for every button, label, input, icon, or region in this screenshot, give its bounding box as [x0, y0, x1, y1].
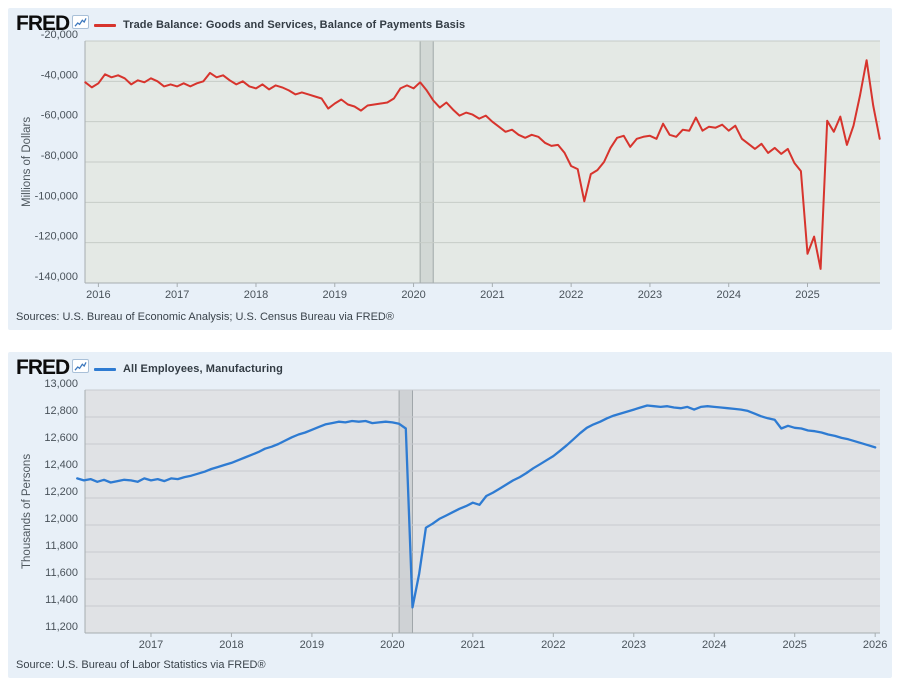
source-citation: Source: U.S. Bureau of Labor Statistics … [16, 659, 266, 671]
manufacturing-employment-plot[interactable]: 13,000 12,800 12,600 12,400 12,200 12,000 11,8… [8, 352, 892, 678]
x-tick-label: 2017 [165, 289, 189, 301]
y-axis-title: Thousands of Persons [21, 453, 33, 570]
manufacturing-employment-chart-card: 13,000 12,800 12,600 12,400 12,200 12,000 11,8… [8, 352, 892, 678]
x-tick-label: 2022 [559, 289, 583, 301]
legend-line-swatch [94, 367, 116, 371]
y-tick-label: 12,600 [44, 432, 78, 444]
x-tick-label: 2020 [380, 639, 404, 651]
legend-label: Trade Balance: Goods and Services, Balan… [123, 19, 466, 31]
fred-logo-text: FRED [16, 356, 70, 379]
y-tick-label: 11,600 [45, 567, 78, 579]
trade-balance-chart-card: -20,000 -40,000 -60,000 -80,000 -100,000 -120… [8, 8, 892, 330]
fred-sparkline-icon [72, 359, 90, 373]
fred-logo: FRED [16, 12, 90, 35]
x-tick-label: 2019 [300, 639, 324, 651]
x-tick-label: 2021 [461, 639, 485, 651]
x-tick-label: 2024 [702, 639, 726, 651]
y-tick-label: -20,000 [41, 29, 78, 41]
trade-balance-plot[interactable]: -20,000 -40,000 -60,000 -80,000 -100,000 -120… [8, 8, 892, 330]
y-tick-label: -80,000 [41, 150, 78, 162]
x-tick-label: 2018 [219, 639, 243, 651]
plot-background [85, 390, 880, 633]
x-tick-label: 2025 [795, 289, 819, 301]
legend-manufacturing-employment: All Employees, Manufacturing [94, 363, 283, 375]
fred-sparkline-icon [72, 15, 90, 29]
y-tick-label: 12,000 [44, 513, 78, 525]
x-tick-label: 2020 [401, 289, 425, 301]
x-tick-label: 2025 [782, 639, 806, 651]
y-tick-label: 11,800 [45, 540, 78, 552]
manufacturing-employment-series-line [76, 404, 877, 609]
fred-logo-text: FRED [16, 12, 70, 35]
y-tick-label: -60,000 [41, 110, 78, 122]
trade-balance-series-line [84, 59, 881, 270]
legend-label: All Employees, Manufacturing [123, 363, 283, 375]
x-tick-label: 2026 [863, 639, 887, 651]
y-tick-label: -120,000 [35, 231, 78, 243]
y-tick-label: -40,000 [41, 69, 78, 81]
source-citation: Sources: U.S. Bureau of Economic Analysi… [16, 311, 394, 323]
legend-line-swatch [94, 23, 116, 27]
x-tick-label: 2024 [716, 289, 740, 301]
y-tick-label: 11,200 [45, 621, 78, 633]
y-tick-label: 11,400 [45, 594, 78, 606]
x-tick-label: 2022 [541, 639, 565, 651]
x-tick-label: 2023 [622, 639, 646, 651]
legend-trade-balance: Trade Balance: Goods and Services, Balan… [94, 19, 465, 31]
y-tick-label: -140,000 [35, 271, 78, 283]
x-tick-label: 2021 [480, 289, 504, 301]
y-tick-label: 12,200 [44, 486, 78, 498]
x-tick-label: 2017 [139, 639, 163, 651]
y-tick-label: 12,400 [44, 459, 78, 471]
x-tick-label: 2016 [86, 289, 110, 301]
y-tick-label: 12,800 [44, 405, 78, 417]
x-tick-label: 2018 [244, 289, 268, 301]
fred-logo: FRED [16, 356, 90, 379]
x-tick-label: 2023 [638, 289, 662, 301]
y-tick-label: -100,000 [35, 190, 78, 202]
y-tick-label: 13,000 [44, 378, 78, 390]
x-tick-label: 2019 [323, 289, 347, 301]
y-axis-title: Millions of Dollars [21, 116, 33, 208]
recession-band [399, 390, 413, 633]
